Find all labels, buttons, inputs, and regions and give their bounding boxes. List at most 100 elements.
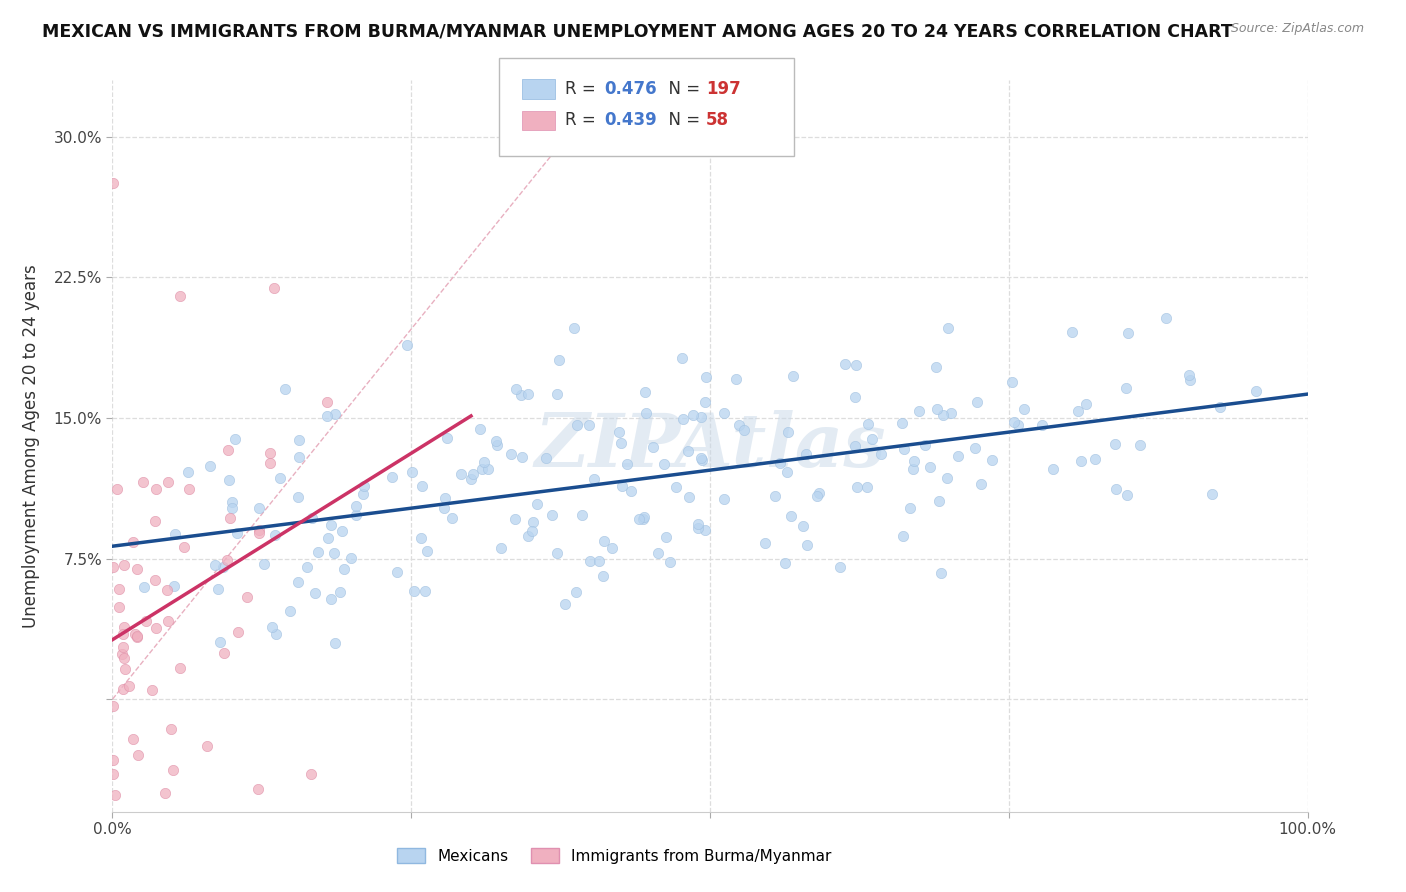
Point: [416, 543, 439, 558]
Point: [112, 558, 135, 572]
Point: [101, 177, 124, 191]
Point: [247, 501, 270, 516]
Point: [1076, 397, 1098, 411]
Point: [269, 470, 291, 484]
Point: [316, 531, 339, 545]
Point: [733, 423, 755, 437]
Point: [963, 441, 986, 455]
Point: [1244, 384, 1267, 399]
Point: [936, 321, 959, 335]
Point: [779, 509, 801, 524]
Point: [522, 515, 544, 529]
Point: [124, 627, 146, 641]
Point: [806, 489, 828, 503]
Point: [671, 351, 693, 365]
Point: [634, 384, 657, 399]
Point: [808, 486, 831, 500]
Point: [796, 537, 818, 551]
Point: [463, 467, 485, 482]
Point: [145, 482, 167, 496]
Point: [103, 560, 125, 574]
Point: [754, 535, 776, 549]
Point: [121, 535, 143, 549]
Point: [592, 533, 614, 548]
Point: [288, 433, 311, 447]
Point: [571, 508, 593, 522]
Point: [1154, 310, 1177, 325]
Point: [688, 516, 710, 531]
Point: [260, 620, 283, 634]
Point: [932, 408, 955, 422]
Point: [856, 417, 879, 432]
Point: [127, 630, 149, 644]
Point: [678, 490, 700, 504]
Point: [330, 524, 353, 539]
Point: [1070, 454, 1092, 468]
Point: [612, 479, 634, 493]
Point: [773, 557, 796, 571]
Point: [101, 699, 124, 714]
Point: [578, 553, 600, 567]
Point: [118, 679, 141, 693]
Point: [939, 406, 962, 420]
Point: [485, 438, 508, 452]
Point: [111, 815, 134, 830]
Point: [433, 491, 456, 505]
Point: [325, 407, 347, 421]
Point: [221, 500, 243, 515]
Point: [541, 508, 564, 522]
Point: [565, 417, 588, 432]
Point: [554, 597, 576, 611]
Point: [845, 358, 868, 372]
Point: [340, 551, 363, 566]
Point: [108, 582, 131, 597]
Point: [287, 490, 309, 504]
Point: [319, 591, 342, 606]
Y-axis label: Unemployment Among Ages 20 to 24 years: Unemployment Among Ages 20 to 24 years: [21, 264, 39, 628]
Text: N =: N =: [658, 80, 706, 98]
Point: [156, 614, 179, 628]
Point: [441, 510, 464, 524]
Point: [215, 552, 238, 566]
Text: 0.476: 0.476: [605, 80, 657, 98]
Text: R =: R =: [565, 80, 602, 98]
Point: [713, 407, 735, 421]
Point: [141, 682, 163, 697]
Point: [1177, 368, 1199, 383]
Point: [288, 450, 311, 465]
Point: [1201, 487, 1223, 501]
Point: [226, 525, 249, 540]
Point: [157, 475, 180, 489]
Point: [450, 467, 472, 481]
Legend: Mexicans, Immigrants from Burma/Myanmar: Mexicans, Immigrants from Burma/Myanmar: [391, 842, 838, 870]
Point: [728, 417, 751, 432]
Point: [104, 788, 127, 802]
Point: [198, 458, 221, 473]
Point: [132, 475, 155, 490]
Point: [301, 511, 323, 525]
Point: [890, 416, 912, 430]
Point: [676, 444, 699, 458]
Point: [322, 546, 344, 560]
Point: [828, 559, 851, 574]
Point: [163, 579, 186, 593]
Point: [672, 412, 695, 426]
Text: 197: 197: [706, 80, 741, 98]
Point: [385, 565, 408, 579]
Point: [1014, 402, 1036, 417]
Point: [299, 767, 322, 781]
Point: [121, 731, 143, 746]
Text: N =: N =: [658, 112, 706, 129]
Point: [695, 394, 717, 409]
Point: [633, 510, 655, 524]
Point: [499, 447, 522, 461]
Point: [794, 447, 817, 461]
Point: [273, 382, 295, 396]
Point: [517, 529, 540, 543]
Point: [226, 625, 249, 640]
Point: [134, 580, 156, 594]
Point: [315, 395, 337, 409]
Point: [1000, 375, 1022, 389]
Point: [505, 382, 527, 396]
Point: [686, 521, 709, 535]
